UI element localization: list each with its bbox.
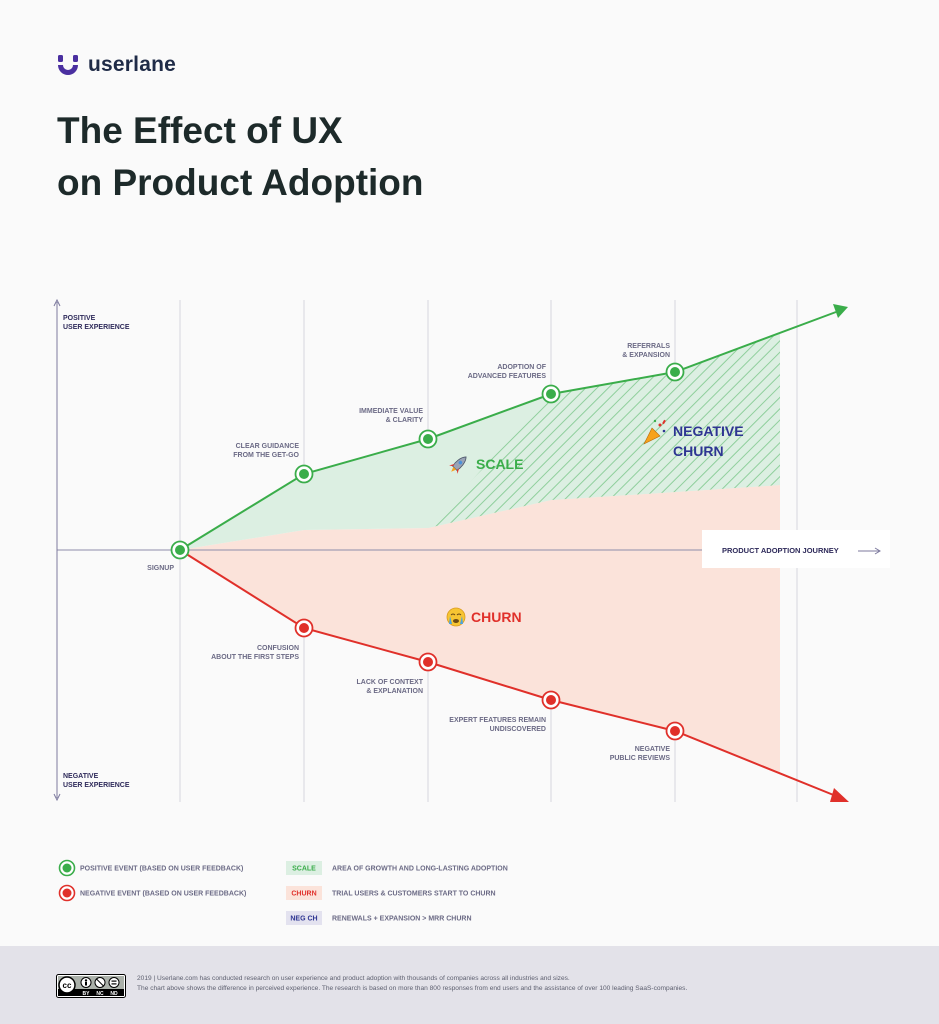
- positive-event-node: [665, 362, 685, 382]
- negative-event-label: NEGATIVE PUBLIC REVIEWS: [610, 746, 671, 762]
- ux-axis: [53, 298, 61, 802]
- party-popper-icon: [643, 419, 666, 445]
- positive-event-node: [418, 429, 438, 449]
- negative-churn-label: NEGATIVE CHURN: [673, 423, 747, 459]
- journey-label-box: [702, 530, 890, 568]
- negative-arrowhead-icon: [830, 788, 849, 802]
- legend-negative-churn-tag: NEG CH: [290, 916, 317, 923]
- signup-node: [170, 540, 190, 560]
- page-title: The Effect of UX on Product Adoption: [57, 105, 657, 209]
- negative-event-node: [294, 618, 314, 638]
- churn-label: CHURN: [471, 609, 522, 625]
- negative-event-node: [541, 690, 561, 710]
- positive-arrowhead-icon: [833, 304, 848, 318]
- positive-event-label: IMMEDIATE VALUE & CLARITY: [359, 408, 423, 424]
- negative-event-label: EXPERT FEATURES REMAIN UNDISCOVERED: [449, 717, 546, 733]
- legend-churn-text: TRIAL USERS & CUSTOMERS START TO CHURN: [332, 891, 496, 898]
- legend-scale-tag: SCALE: [292, 866, 316, 873]
- crying-face-icon: [446, 607, 466, 627]
- brand: userlane: [57, 52, 176, 78]
- creative-commons-badge-icon: cc BY NC ND: [56, 974, 126, 998]
- journey-arrow-icon: [858, 547, 881, 555]
- positive-event-label: REFERRALS & EXPANSION: [622, 343, 670, 359]
- legend-scale-text: AREA OF GROWTH AND LONG-LASTING ADOPTION: [332, 866, 508, 873]
- positive-event-label: CLEAR GUIDANCE FROM THE GET-GO: [233, 443, 299, 459]
- legend-negative-churn-text: RENEWALS + EXPANSION > MRR CHURN: [332, 916, 472, 923]
- positive-event-node: [294, 464, 314, 484]
- signup-label: SIGNUP: [147, 565, 174, 572]
- negative-axis-label: NEGATIVE USER EXPERIENCE: [63, 773, 130, 789]
- footer-line-2: The chart above shows the difference in …: [137, 984, 688, 992]
- positive-event-node: [541, 384, 561, 404]
- legend-positive-icon: [58, 859, 76, 877]
- svg-text:NC: NC: [96, 991, 104, 997]
- positive-event-label: ADOPTION OF ADVANCED FEATURES: [468, 364, 547, 380]
- legend-negative-icon: [58, 884, 76, 902]
- negative-event-node: [418, 652, 438, 672]
- adoption-diagram: PRODUCT ADOPTION JOURNEY POSITIVE USER E…: [53, 298, 890, 925]
- negative-event-node: [665, 721, 685, 741]
- legend-positive-text: POSITIVE EVENT (BASED ON USER FEEDBACK): [80, 866, 243, 873]
- footer-line-1: 2019 | Userlane.com has conducted resear…: [137, 975, 570, 982]
- rocket-icon: [449, 456, 467, 474]
- svg-text:ND: ND: [110, 991, 118, 997]
- negative-event-label: LACK OF CONTEXT & EXPLANATION: [357, 679, 424, 695]
- positive-axis-label: POSITIVE USER EXPERIENCE: [63, 315, 130, 331]
- positive-trend-line: [179, 311, 837, 551]
- journey-label: PRODUCT ADOPTION JOURNEY: [722, 546, 839, 555]
- footer-text: 2019 | Userlane.com has conducted resear…: [137, 974, 857, 993]
- legend-scale-swatch: [286, 861, 322, 875]
- brand-name: userlane: [88, 53, 176, 76]
- legend-churn-swatch: [286, 886, 322, 900]
- scale-label: SCALE: [476, 456, 523, 472]
- svg-text:cc: cc: [63, 981, 72, 990]
- footer: cc BY NC ND 2019 | Userlane.com has cond…: [0, 946, 939, 1024]
- legend-negative-text: NEGATIVE EVENT (BASED ON USER FEEDBACK): [80, 891, 246, 898]
- userlane-logo-icon: [58, 55, 78, 75]
- legend-negative-churn-swatch: [286, 911, 322, 925]
- negative-event-label: CONFUSION ABOUT THE FIRST STEPS: [211, 645, 299, 661]
- title-line-1: The Effect of UX: [57, 110, 343, 151]
- title-line-2: on Product Adoption: [57, 162, 424, 203]
- churn-area: [180, 485, 780, 772]
- legend: POSITIVE EVENT (BASED ON USER FEEDBACK) …: [58, 859, 508, 925]
- negative-trend-line: [179, 549, 837, 797]
- negative-churn-area: [428, 332, 780, 528]
- legend-churn-tag: CHURN: [291, 891, 316, 898]
- svg-text:BY: BY: [83, 991, 91, 997]
